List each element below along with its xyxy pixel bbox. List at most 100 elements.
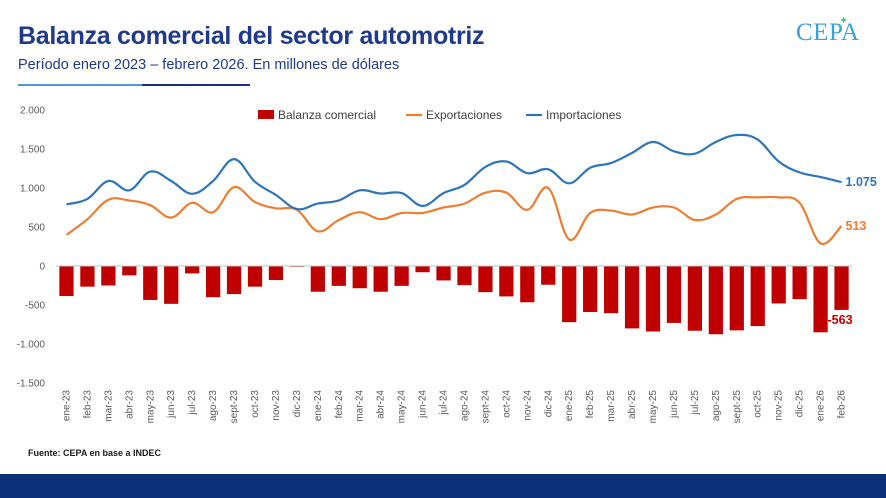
legend-swatch-balanza-comercial: [258, 110, 274, 119]
title-underline-light: [18, 84, 142, 86]
x-tick-label: sept-25: [732, 390, 743, 424]
footer-bar: [0, 474, 886, 498]
x-tick-label: nov-24: [522, 390, 533, 421]
x-tick-label: sept-24: [480, 390, 491, 424]
x-tick-label: feb-26: [837, 390, 848, 419]
x-tick-label: may-25: [648, 390, 659, 424]
bar-jul-23: [185, 266, 200, 274]
x-tick-label: jul-24: [439, 390, 450, 416]
bar-jun-24: [415, 266, 430, 273]
x-tick-label: feb-24: [334, 390, 345, 419]
legend-label-exportaciones: Exportaciones: [426, 108, 502, 122]
y-tick-label: -1.500: [17, 379, 46, 390]
x-tick-label: jun-23: [166, 390, 177, 419]
chart-title: Balanza comercial del sector automotriz: [18, 22, 485, 50]
trade-balance-chart: Balanza comercial Exportaciones Importacio…: [17, 106, 877, 424]
bar-ago-25: [708, 266, 723, 335]
y-tick-label: 2.000: [20, 106, 45, 117]
bar-oct-25: [750, 266, 765, 327]
end-label-balanza-comercial: -563: [828, 313, 853, 327]
bar-jul-24: [436, 266, 451, 281]
bar-ene-23: [59, 266, 74, 297]
x-tick-label: ene-24: [313, 390, 324, 422]
legend-label-importaciones: Importaciones: [546, 108, 621, 122]
y-tick-label: 1.000: [20, 184, 45, 195]
x-tick-label: dic-23: [292, 390, 303, 418]
bar-ago-23: [205, 266, 221, 298]
bar-nov-25: [771, 266, 786, 304]
bar-jun-25: [666, 266, 682, 323]
source-note: Fuente: CEPA en base a INDEC: [28, 448, 162, 458]
x-tick-label: oct-23: [250, 390, 261, 418]
x-tick-label: ago-25: [711, 390, 722, 422]
x-tick-label: oct-24: [501, 390, 512, 418]
title-underline-dark: [142, 84, 250, 86]
chart-subtitle: Período enero 2023 – febrero 2026. En mi…: [18, 57, 400, 73]
x-tick-label: ago-23: [208, 390, 219, 422]
bar-mar-24: [352, 266, 367, 289]
bar-series-balanza: [56, 265, 852, 335]
x-tick-label: ago-24: [459, 390, 470, 422]
bar-may-23: [143, 266, 158, 300]
bar-mar-25: [603, 266, 619, 314]
x-tick-label: nov-23: [271, 390, 282, 421]
bar-sept-23: [226, 266, 242, 295]
line-importaciones: [66, 133, 842, 211]
legend-label-balanza-comercial: Balanza comercial: [278, 108, 376, 122]
y-tick-label: -1.000: [17, 340, 46, 351]
end-label-importaciones: 1.075: [846, 175, 877, 189]
bar-abr-23: [122, 266, 137, 276]
y-tick-label: 500: [28, 223, 45, 234]
x-tick-label: oct-25: [753, 390, 764, 418]
y-tick-label: 1.500: [20, 145, 45, 156]
bar-feb-24: [331, 266, 346, 286]
y-tick-label: -500: [25, 301, 45, 312]
bar-dic-25: [792, 266, 807, 300]
bar-may-24: [394, 266, 409, 286]
x-tick-label: abr-25: [627, 390, 638, 419]
bar-jun-23: [164, 266, 179, 304]
leaf-icon: ✦: [839, 14, 849, 27]
x-axis: ene-23 feb-23 mar-23 abr-23 may-23 jun-23 jul-…: [61, 390, 847, 424]
x-tick-label: feb-25: [585, 390, 596, 419]
x-tick-label: sept-23: [229, 390, 240, 424]
bar-abr-24: [373, 266, 388, 292]
x-tick-label: ene-26: [816, 390, 827, 422]
x-tick-label: abr-23: [124, 390, 135, 419]
bar-nov-23: [268, 266, 284, 281]
line-exportaciones: [65, 186, 843, 246]
x-tick-label: nov-25: [774, 390, 785, 421]
bar-feb-25: [583, 266, 598, 313]
x-tick-label: ene-25: [564, 390, 575, 422]
x-tick-label: jul-23: [187, 390, 198, 416]
cepa-logo: CEPA: [796, 19, 860, 46]
y-tick-label: 0: [39, 262, 45, 273]
end-labels: -563 513 1.075: [828, 175, 877, 327]
bar-ago-24: [457, 266, 472, 286]
bar-mar-23: [101, 266, 116, 286]
x-tick-label: may-24: [397, 390, 408, 424]
bar-may-25: [645, 266, 661, 332]
line-series: [65, 133, 843, 246]
x-tick-label: mar-23: [103, 390, 114, 422]
bar-ene-26: [813, 266, 828, 333]
bar-oct-23: [247, 266, 263, 287]
bar-ene-24: [310, 266, 325, 292]
y-axis: 2.000 1.500 1.000 500 0 -500 -1.000 -1.500: [17, 106, 46, 390]
x-tick-label: may-23: [145, 390, 156, 424]
bar-sept-25: [729, 266, 744, 331]
legend: Balanza comercial Exportaciones Importacio…: [258, 108, 621, 122]
x-tick-label: mar-24: [355, 390, 366, 422]
bar-sept-24: [478, 266, 493, 293]
bar-oct-24: [499, 266, 514, 297]
bar-feb-23: [80, 266, 95, 287]
bar-dic-24: [541, 266, 556, 285]
x-tick-label: jun-24: [418, 390, 429, 419]
bar-ene-25: [562, 266, 577, 323]
bar-abr-25: [624, 266, 640, 329]
x-tick-label: dic-24: [543, 390, 554, 418]
end-label-exportaciones: 513: [846, 219, 867, 233]
bar-nov-24: [520, 266, 535, 303]
bar-jul-25: [687, 266, 703, 331]
x-tick-label: abr-24: [376, 390, 387, 419]
